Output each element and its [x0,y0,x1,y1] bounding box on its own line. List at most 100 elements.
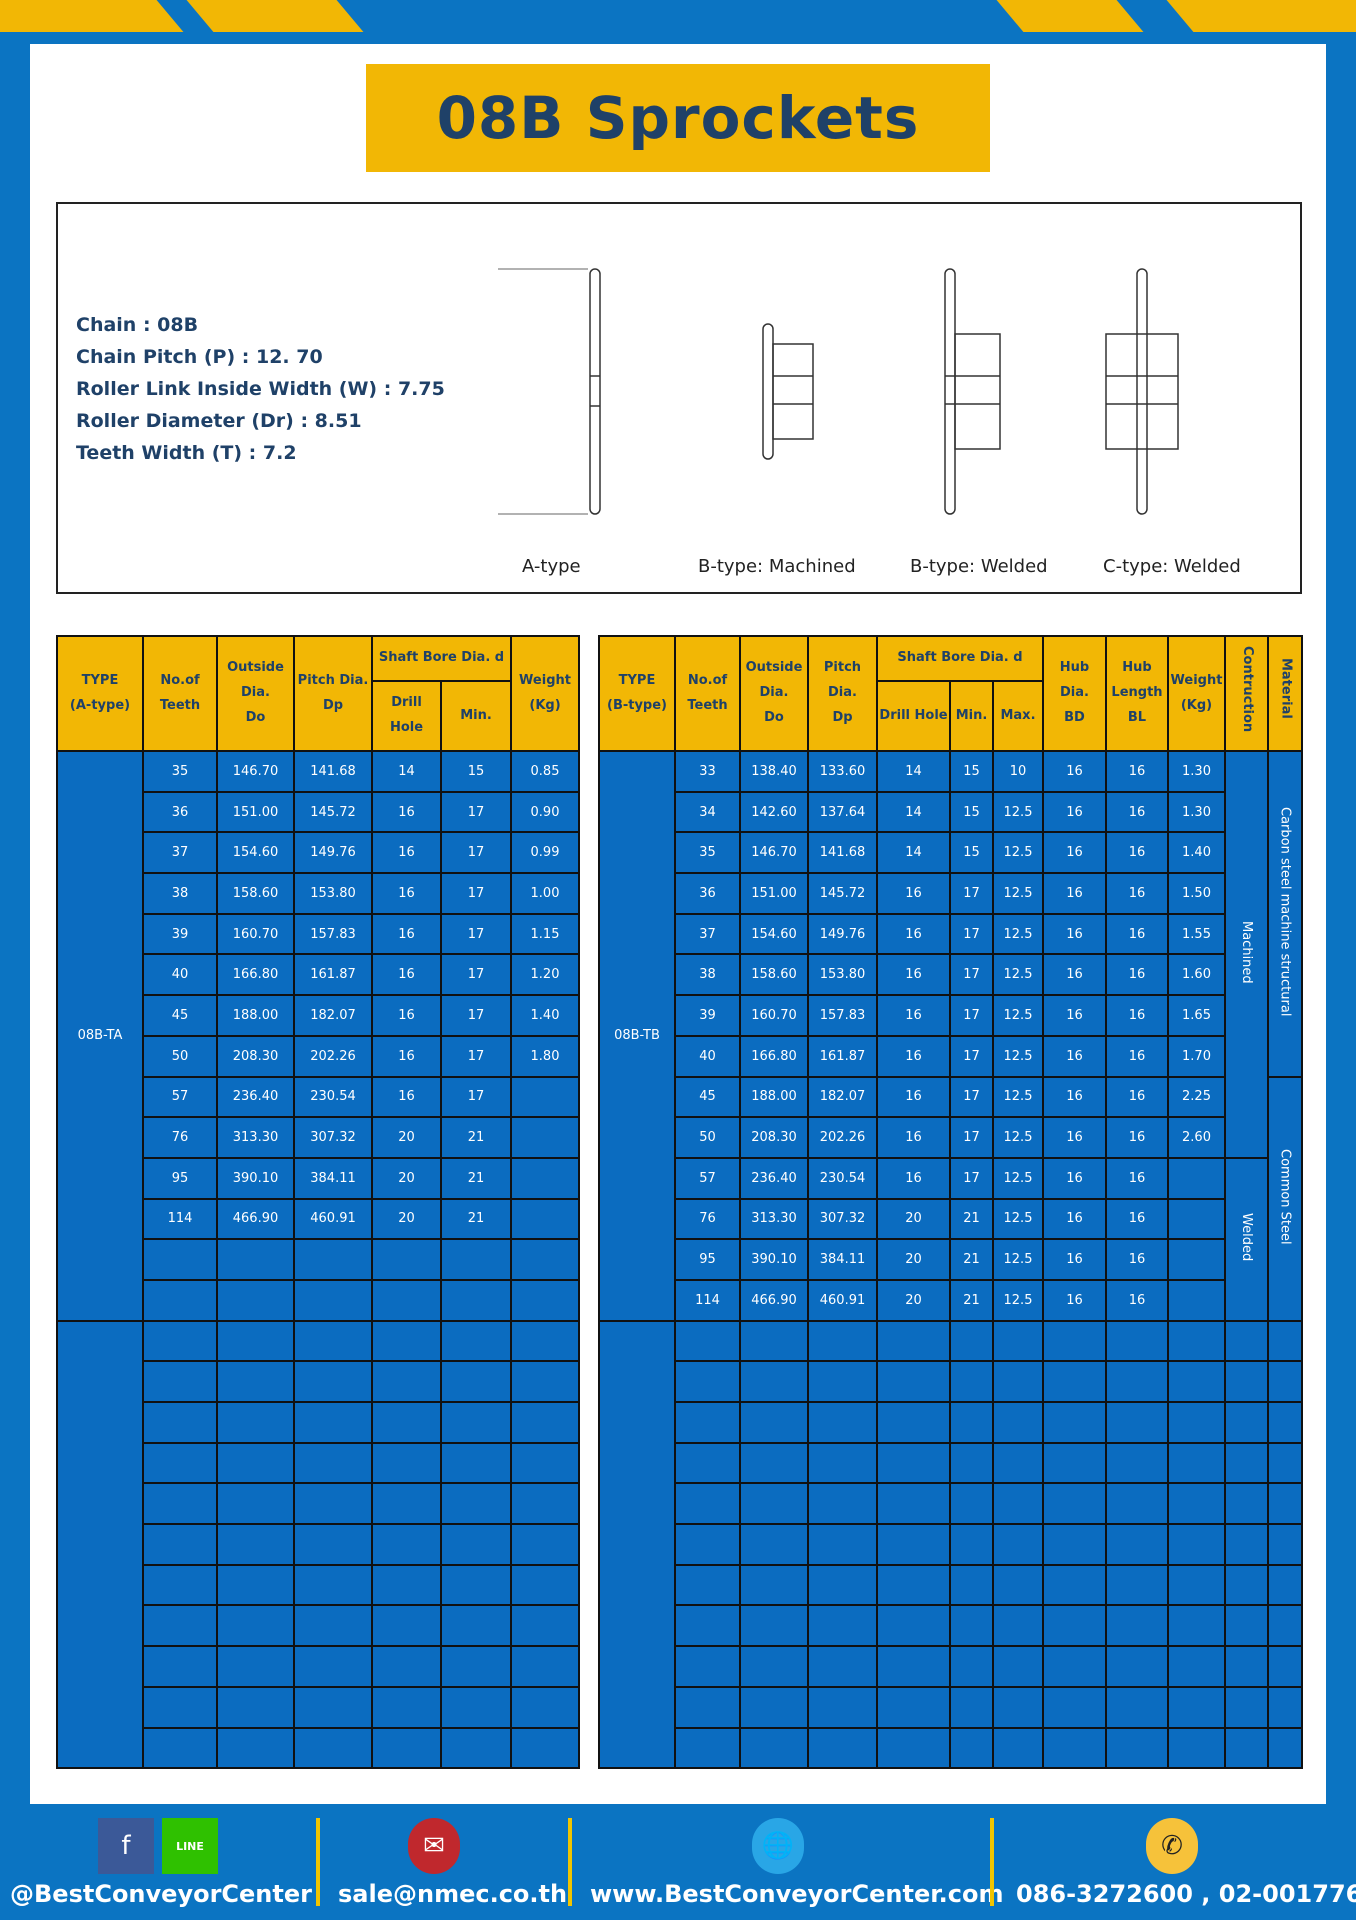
social-handle[interactable]: @BestConveyorCenter [10,1880,312,1908]
empty-cell [142,1441,218,1485]
empty-cell [1267,1482,1303,1526]
empty-cell [807,1401,878,1444]
table-cell: 16 [1105,1034,1169,1078]
table-cell: 14 [876,831,951,875]
table-cell: 230.54 [807,1156,878,1200]
empty-cell [1167,1685,1226,1729]
table-cell: 17 [949,1116,994,1159]
globe-icon[interactable]: 🌐 [752,1818,804,1874]
header-outside-dia: Outside Dia. Do [739,635,809,752]
table-cell: 16 [1042,1238,1107,1281]
header-hub-dia: Hub Dia. BD [1042,635,1107,752]
decor-stripe [0,0,184,32]
table-cell [510,1278,581,1322]
table-cell: 45 [674,1075,741,1119]
divider [316,1818,320,1906]
empty-cell [439,1726,513,1770]
table-row: 114 466.90 460.91 20 21 [57,1197,581,1241]
table-cell [439,1238,513,1281]
empty-row [57,1604,581,1648]
spec-width: Roller Link Inside Width (W) : 7.75 [76,378,445,400]
empty-cell [1105,1604,1169,1648]
empty-cell [992,1319,1044,1363]
table-row: 08B-TA 35 146.70 141.68 14 15 0.85 [56,750,581,1322]
empty-row [57,1645,581,1688]
empty-cell [371,1563,442,1607]
empty-type-cell [598,1319,676,1770]
line-icon[interactable]: LINE [162,1818,218,1874]
header-weight: Weight (Kg) [1167,635,1226,752]
empty-cell [142,1726,218,1770]
table-cell: 16 [1105,912,1169,956]
website-link[interactable]: www.BestConveyorCenter.com [590,1880,1004,1908]
empty-cell [142,1482,218,1526]
table-cell: 16 [1042,1034,1107,1078]
table-cell: 1.40 [1167,831,1226,875]
construction-label: Machined [1239,921,1254,984]
empty-cell [739,1482,809,1526]
header-outside-dia: Outside Dia. Do [216,635,295,752]
table-cell: 15 [949,831,994,875]
table-cell: 1.40 [510,994,581,1037]
empty-cell [807,1319,878,1363]
table-cell: 236.40 [739,1156,809,1200]
facebook-icon[interactable]: f [98,1818,154,1874]
table-cell: 95 [674,1238,741,1281]
table-cell: 17 [949,953,994,997]
table-row: 50 208.30 202.26 16 17 1.80 [57,1034,581,1078]
empty-cell [949,1319,994,1363]
table-cell: 50 [674,1116,741,1159]
table-cell: 0.90 [510,790,581,834]
empty-cell [1267,1645,1303,1688]
table-cell: 161.87 [293,953,373,997]
empty-cell [739,1319,809,1363]
empty-cell [439,1604,513,1648]
empty-cell [1042,1726,1107,1770]
table-cell: 17 [949,1156,994,1200]
empty-cell [739,1685,809,1729]
phone-icon[interactable]: ✆ [1146,1818,1198,1874]
empty-cell [807,1563,878,1607]
empty-cell [992,1685,1044,1729]
empty-cell [1224,1685,1269,1729]
table-cell: 21 [949,1197,994,1241]
table-cell: 208.30 [739,1116,809,1159]
material-carbon: Carbon steel machine structural [1267,750,1303,1078]
empty-row [599,1401,1303,1444]
table-row: 37 154.60 149.76 16 17 0.99 [57,831,581,875]
phone-numbers[interactable]: 086-3272600 , 02-0017766 [1016,1880,1356,1908]
table-cell: 17 [949,994,994,1037]
spec-roller: Roller Diameter (Dr) : 8.51 [76,410,362,432]
table-cell: 1.30 [1167,750,1226,793]
empty-row [56,1319,581,1770]
email-icon[interactable]: ✉ [408,1818,460,1874]
table-row: 38 158.60 153.80 16 17 1.00 [57,872,581,915]
table-cell: 16 [371,912,442,956]
empty-cell [1042,1360,1107,1403]
empty-cell [807,1360,878,1403]
empty-cell [371,1360,442,1403]
table-cell: 39 [674,994,741,1037]
table-cell: 16 [371,790,442,834]
email-link[interactable]: sale@nmec.co.th [338,1880,568,1908]
empty-cell [1105,1319,1169,1363]
table-cell: 149.76 [293,831,373,875]
material-label: Common Steel [1277,1148,1293,1245]
table-row [57,1238,581,1281]
empty-cell [949,1685,994,1729]
empty-cell [371,1482,442,1526]
empty-cell [1167,1360,1226,1403]
table-cell: 16 [371,872,442,915]
empty-cell [674,1441,741,1485]
empty-cell [510,1604,581,1648]
table-cell [371,1278,442,1322]
table-cell: 12.5 [992,1156,1044,1200]
empty-cell [1267,1360,1303,1403]
table-cell: 20 [876,1238,951,1281]
table-cell: 16 [1105,1156,1169,1200]
b-welded-drawing [944,268,1001,515]
empty-cell [439,1685,513,1729]
table-cell: 12.5 [992,912,1044,956]
table-cell: 16 [1105,872,1169,915]
empty-cell [1267,1604,1303,1648]
